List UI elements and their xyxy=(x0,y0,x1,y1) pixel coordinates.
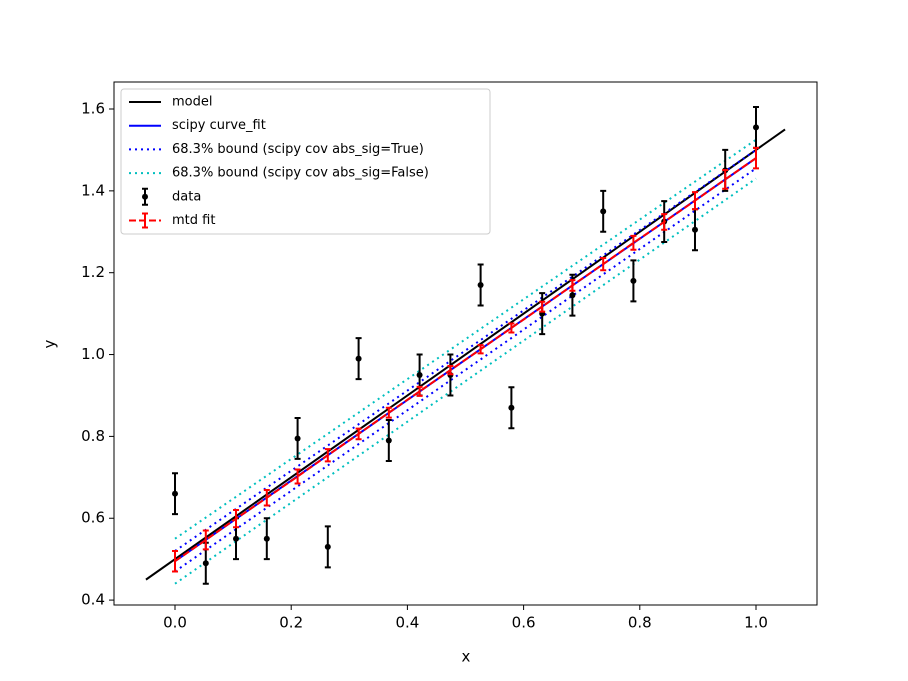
fit-error-bar xyxy=(569,279,576,292)
fit-error-bar xyxy=(691,191,698,211)
x-tick-label: 0.0 xyxy=(163,614,187,632)
data-point xyxy=(416,372,423,379)
fit-error-bar xyxy=(324,448,331,463)
y-tick-label: 1.6 xyxy=(81,100,105,118)
x-tick-label: 0.6 xyxy=(512,614,536,632)
legend-label: 68.3% bound (scipy cov abs_sig=True) xyxy=(172,142,424,157)
fit-error-bar xyxy=(539,300,546,313)
data-point xyxy=(630,277,637,284)
data-point xyxy=(385,437,392,444)
data-point xyxy=(202,560,209,567)
plot-frame xyxy=(113,81,818,606)
fit-error-bar xyxy=(355,427,362,441)
fit-error-bar xyxy=(263,489,270,507)
fit-line xyxy=(174,157,757,563)
x-axis-label: x xyxy=(462,648,471,666)
fit-error-bar xyxy=(630,234,637,251)
fit-error-bar xyxy=(233,509,240,529)
bound-lower xyxy=(174,177,757,585)
y-tick-label: 0.8 xyxy=(81,427,105,445)
fit-error-bar xyxy=(600,256,607,272)
data-point xyxy=(508,404,515,411)
legend-box xyxy=(120,88,491,235)
bound-lower xyxy=(174,167,757,573)
data-point xyxy=(600,208,607,215)
x-tick-label: 0.4 xyxy=(395,614,419,632)
legend-label: data xyxy=(172,189,201,204)
legend-label: model xyxy=(172,95,212,110)
fit-error-bar xyxy=(385,406,392,419)
fit-error-bar xyxy=(752,146,759,170)
legend-swatch xyxy=(142,212,148,229)
y-tick-label: 1.0 xyxy=(81,345,105,363)
fit-error-bar xyxy=(477,344,484,355)
y-tick-label: 1.2 xyxy=(81,263,105,281)
data-point xyxy=(324,543,331,550)
y-tick-label: 1.4 xyxy=(81,181,105,199)
y-tick-label: 0.6 xyxy=(81,509,105,527)
data-point xyxy=(294,435,301,442)
bound-upper xyxy=(174,149,757,552)
data-point xyxy=(233,535,240,542)
legend-label: scipy curve_fit xyxy=(172,118,266,133)
legend-swatch xyxy=(142,193,148,200)
line xyxy=(145,128,786,581)
data-point xyxy=(752,124,759,131)
data-point xyxy=(569,292,576,299)
y-axis-label: y xyxy=(41,339,59,348)
data-point xyxy=(355,355,362,362)
x-tick-label: 0.8 xyxy=(628,614,652,632)
data-point xyxy=(263,535,270,542)
data-point xyxy=(691,226,698,233)
fit-error-bar xyxy=(447,365,454,376)
x-tick-label: 1.0 xyxy=(744,614,768,632)
fit-error-bar xyxy=(661,213,668,231)
fit-error-bar xyxy=(416,385,423,397)
fit-error-bar xyxy=(722,168,729,190)
y-tick-label: 0.4 xyxy=(81,591,105,609)
fit-error-bar xyxy=(508,322,515,334)
x-tick-label: 0.2 xyxy=(279,614,303,632)
fit-error-bar xyxy=(202,529,209,551)
legend-label: mtd fit xyxy=(172,213,215,228)
legend-label: 68.3% bound (scipy cov abs_sig=False) xyxy=(172,166,429,181)
fit-error-bar xyxy=(172,549,179,573)
fit-error-bar xyxy=(294,468,301,485)
data-point xyxy=(477,281,484,288)
data-point xyxy=(172,490,179,497)
